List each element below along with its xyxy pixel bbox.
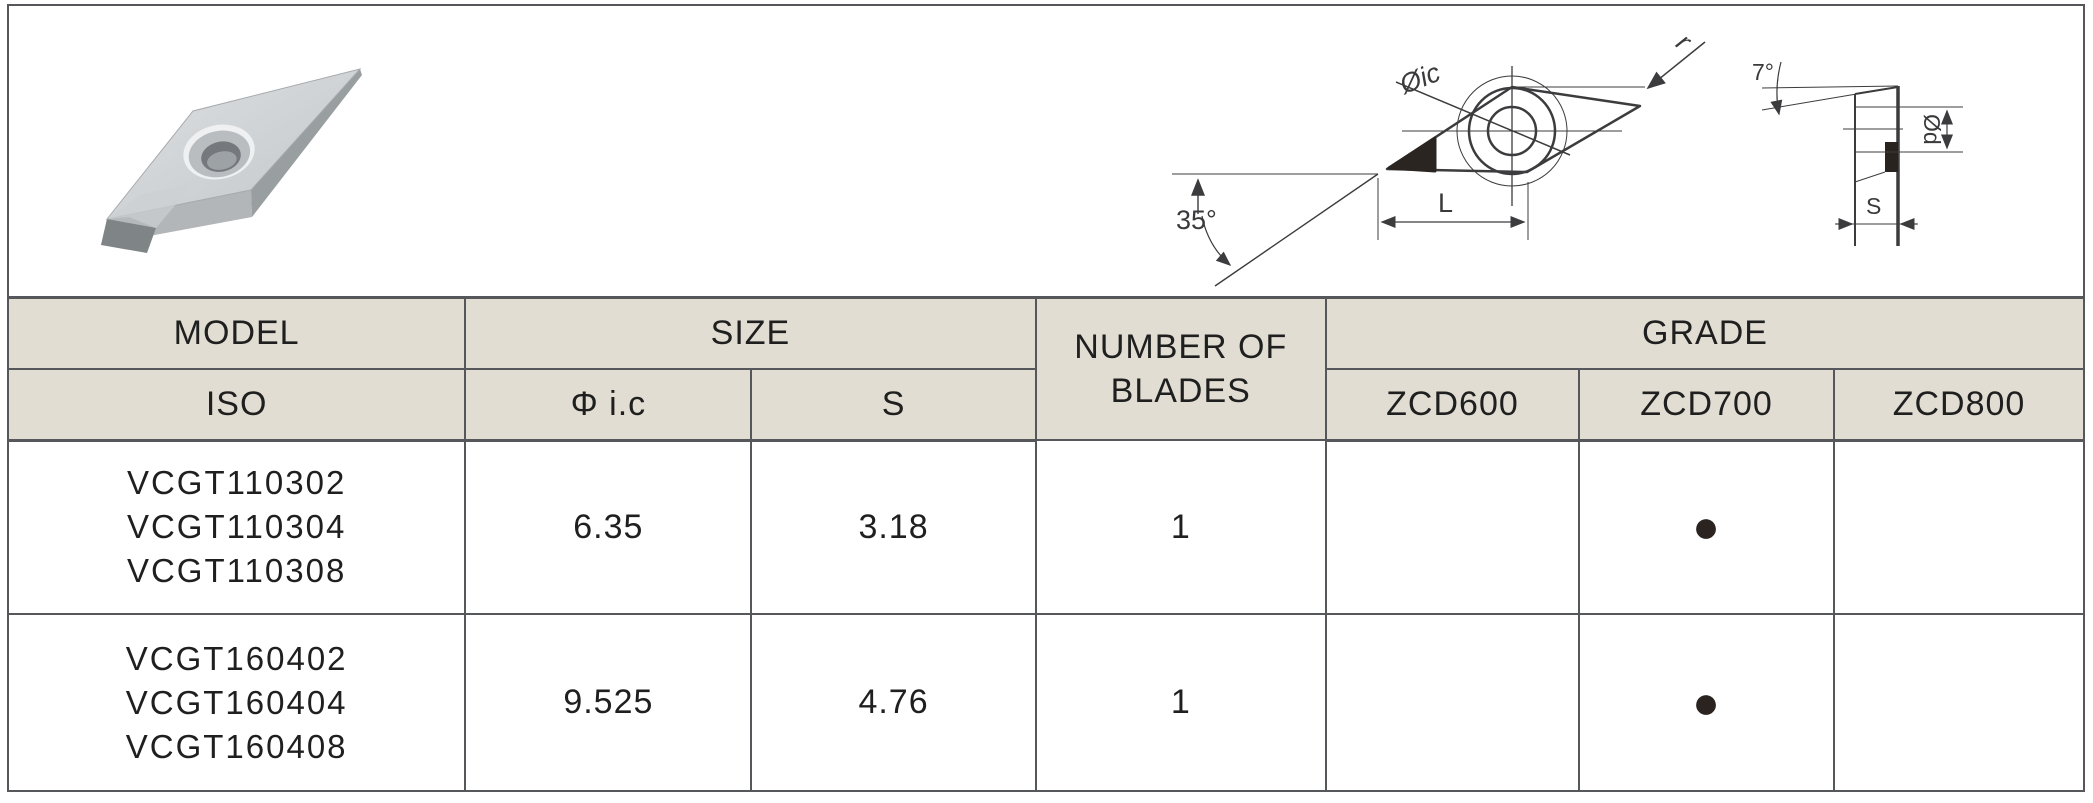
insert-hole [183,124,255,180]
table-row: VCGT110302 VCGT110304 VCGT110308 6.35 3.… [9,439,2083,615]
table-row: VCGT160402 VCGT160404 VCGT160408 9.525 4… [9,613,2083,790]
insert-photo [101,68,362,253]
length-label: L [1438,188,1453,218]
diamond-outline [1385,66,1642,206]
drawing-top-view: Øic r 35° [1172,27,1706,287]
col-header-blades: NUMBER OF BLADES [1034,299,1327,441]
s-value: 3.18 [750,439,1037,615]
col-header-grade: GRADE [1324,299,2083,370]
grade-mark: ● [1692,500,1721,553]
dimension-L: L [1377,178,1529,240]
col-header-size: SIZE [464,299,1037,370]
model-line: VCGT160402 [125,639,348,677]
subheader-s: S [750,368,1037,442]
relief-angle-label: 7° [1752,59,1774,85]
model-cell: VCGT160402 VCGT160404 VCGT160408 [9,613,467,790]
grade-zcd800-cell [1833,613,2083,790]
grade-mark: ● [1692,675,1721,728]
drawing-side-view: 7° Ød S [1752,59,1963,246]
hole-diameter-label: Ød [1919,114,1945,145]
model-line: VCGT110304 [126,508,347,546]
ic-diameter-label: Øic [1395,57,1445,100]
model-line: VCGT160404 [125,683,348,721]
subheader-zcd600: ZCD600 [1324,368,1580,442]
grade-zcd700-cell: ● [1577,613,1836,790]
grade-zcd800-cell [1833,439,2083,615]
illustration-area: Øic r 35° [9,6,2083,299]
grade-zcd600-cell [1324,439,1580,615]
model-line: VCGT110308 [126,552,347,590]
grade-zcd600-cell [1324,613,1580,790]
grade-zcd700-cell: ● [1577,439,1836,615]
spec-table: MODEL SIZE NUMBER OF BLADES GRADE ISO Φ … [9,299,2083,790]
thickness-label: S [1866,193,1881,219]
subheader-iso: ISO [9,368,467,442]
model-cell: VCGT110302 VCGT110304 VCGT110308 [9,439,467,615]
dimension-S: S [1835,193,1918,230]
blades-value: 1 [1034,439,1327,615]
dimension-hole-d: Ød [1843,106,1963,153]
col-header-model: MODEL [9,299,467,370]
ic-value: 6.35 [464,439,753,615]
s-value: 4.76 [750,613,1037,790]
model-line: VCGT110302 [126,464,347,502]
dimension-7deg: 7° [1752,59,1899,116]
model-line: VCGT160408 [125,727,348,765]
dimension-r: r [1512,27,1706,90]
dimension-35deg: 35° [1172,173,1379,287]
side-profile [1854,86,1900,246]
page-frame: Øic r 35° [7,4,2085,792]
radius-label: r [1671,27,1698,56]
subheader-zcd700: ZCD700 [1577,368,1836,442]
ic-value: 9.525 [464,613,753,790]
blades-value: 1 [1034,613,1327,790]
subheader-zcd800: ZCD800 [1833,368,2083,442]
subheader-ic: Φ i.c [464,368,753,442]
angle-label: 35° [1176,205,1217,235]
